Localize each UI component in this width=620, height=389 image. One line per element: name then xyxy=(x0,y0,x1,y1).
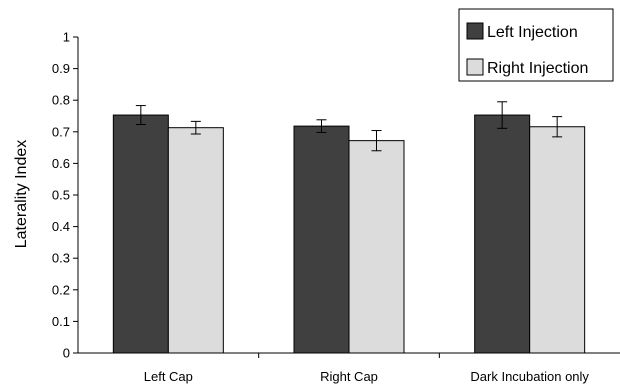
bar xyxy=(474,114,531,354)
legend-label: Left Injection xyxy=(487,24,578,41)
legend-swatch xyxy=(466,58,484,76)
y-axis-label: Laterality Index xyxy=(13,140,30,249)
y-tick-label: 0.1 xyxy=(52,314,70,329)
x-tick-label: Right Cap xyxy=(320,369,378,384)
y-tick-label: 0 xyxy=(63,346,70,361)
y-tick-label: 0.3 xyxy=(52,251,70,266)
bar xyxy=(529,126,586,354)
bar xyxy=(348,140,405,354)
bar xyxy=(112,114,169,354)
x-tick-label: Dark Incubation only xyxy=(470,369,589,384)
y-tick-label: 0.9 xyxy=(52,61,70,76)
y-tick-label: 0.6 xyxy=(52,156,70,171)
bars xyxy=(112,101,586,354)
legend-swatch xyxy=(466,22,484,40)
y-tick-label: 0.2 xyxy=(52,282,70,297)
x-tick-label: Left Cap xyxy=(144,369,193,384)
axes: 0 0.1 0.2 0.3 0.4 0.5 0.6 0.7 0.8 0.9 1 xyxy=(52,30,620,361)
y-tick-label: 0.8 xyxy=(52,93,70,108)
y-tick-label: 0.7 xyxy=(52,124,70,139)
x-tick-labels: Left Cap Right Cap Dark Incubation only xyxy=(144,369,590,384)
legend: Left Injection Right Injection xyxy=(458,8,614,82)
bar xyxy=(167,127,224,354)
y-tick-label: 1 xyxy=(63,30,70,45)
y-tick-label: 0.4 xyxy=(52,219,70,234)
legend-box xyxy=(458,8,614,82)
legend-label: Right Injection xyxy=(487,60,588,77)
bar xyxy=(293,125,350,354)
y-tick-label: 0.5 xyxy=(52,188,70,203)
